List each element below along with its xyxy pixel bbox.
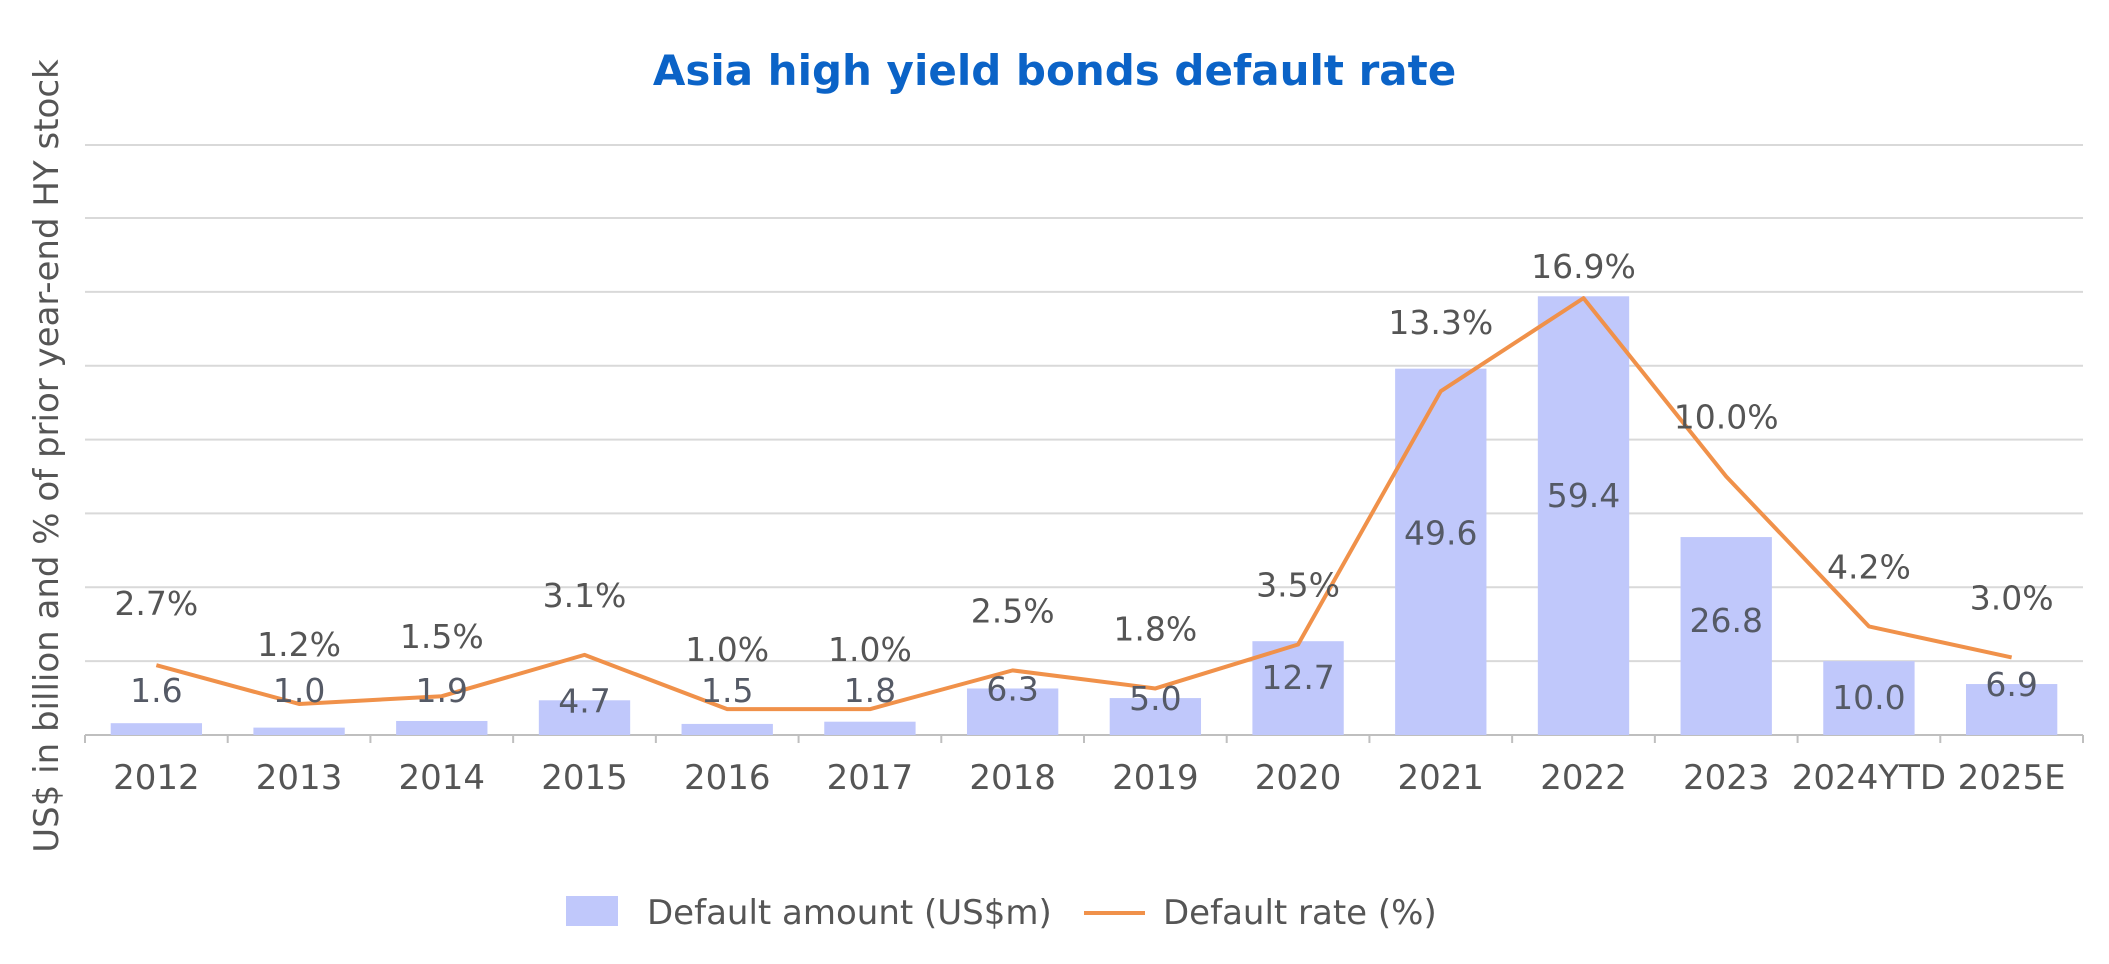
rate-value-label: 1.0% xyxy=(685,630,769,669)
rate-value-label: 1.5% xyxy=(400,617,484,656)
bar-value-label: 4.7 xyxy=(558,681,610,720)
rate-value-label: 16.9% xyxy=(1531,247,1636,286)
bar xyxy=(253,727,345,735)
rate-value-label: 1.8% xyxy=(1113,609,1197,648)
bar-value-label: 26.8 xyxy=(1689,601,1762,640)
x-tick-label: 2014 xyxy=(399,758,486,798)
rate-value-label: 3.1% xyxy=(543,576,627,615)
bar-value-label: 10.0 xyxy=(1832,678,1905,717)
bar-value-label: 59.4 xyxy=(1547,476,1620,515)
x-tick-label: 2024YTD xyxy=(1792,758,1946,798)
bar xyxy=(1537,296,1630,735)
x-tick-label: 2013 xyxy=(256,758,343,798)
default-rate-line xyxy=(155,296,2013,712)
bar-value-label: 6.9 xyxy=(1985,665,2037,704)
bar-value-label: 6.3 xyxy=(986,669,1038,708)
rate-value-label: 13.3% xyxy=(1388,303,1493,342)
bar-value-label: 49.6 xyxy=(1404,514,1477,553)
bar xyxy=(681,723,773,735)
legend-label-line: Default rate (%) xyxy=(1163,893,1437,933)
rate-value-label: 3.5% xyxy=(1256,566,1340,605)
bar xyxy=(1395,368,1487,735)
bar-value-label: 1.9 xyxy=(416,671,468,710)
x-tick-label: 2017 xyxy=(827,758,914,798)
bar-value-label: 12.7 xyxy=(1261,658,1334,697)
legend-label-bar: Default amount (US$m) xyxy=(647,893,1052,933)
bar xyxy=(396,720,488,735)
bar xyxy=(1680,537,1772,735)
chart-title: Asia high yield bonds default rate xyxy=(652,46,1457,95)
legend-swatch-bar xyxy=(566,896,618,926)
bar xyxy=(110,723,203,735)
bar-value-label: 1.0 xyxy=(273,671,325,710)
rate-value-label: 4.2% xyxy=(1827,547,1911,586)
x-tick-label: 2021 xyxy=(1398,758,1485,798)
bar xyxy=(538,700,631,735)
x-tick-label: 2015 xyxy=(541,758,628,798)
x-tick-label: 2016 xyxy=(684,758,771,798)
x-tick-label: 2023 xyxy=(1683,758,1770,798)
rate-value-label: 10.0% xyxy=(1674,398,1779,437)
x-tick-label: 2025E xyxy=(1958,758,2066,798)
x-tick-label: 2012 xyxy=(113,758,200,798)
x-tick-label: 2020 xyxy=(1255,758,1342,798)
bar xyxy=(824,721,916,735)
bar xyxy=(1965,684,2058,735)
bar-value-label: 1.6 xyxy=(130,671,182,710)
x-tick-label: 2018 xyxy=(969,758,1056,798)
bar-value-label: 5.0 xyxy=(1129,679,1181,718)
x-tick-label: 2019 xyxy=(1112,758,1199,798)
bar-value-label: 1.5 xyxy=(701,671,753,710)
rate-value-label: 1.0% xyxy=(828,630,912,669)
bar xyxy=(966,688,1059,735)
rate-value-label: 3.0% xyxy=(1970,578,2054,617)
bar xyxy=(1109,698,1202,735)
rate-value-label: 1.2% xyxy=(257,625,341,664)
y-axis-label: US$ in billion and % of prior year-end H… xyxy=(27,59,67,853)
bar-value-label: 1.8 xyxy=(844,671,896,710)
rate-value-label: 2.5% xyxy=(971,591,1055,630)
bar xyxy=(1252,641,1344,735)
x-tick-label: 2022 xyxy=(1540,758,1627,798)
bar xyxy=(1823,661,1915,735)
rate-value-label: 2.7% xyxy=(114,584,198,623)
